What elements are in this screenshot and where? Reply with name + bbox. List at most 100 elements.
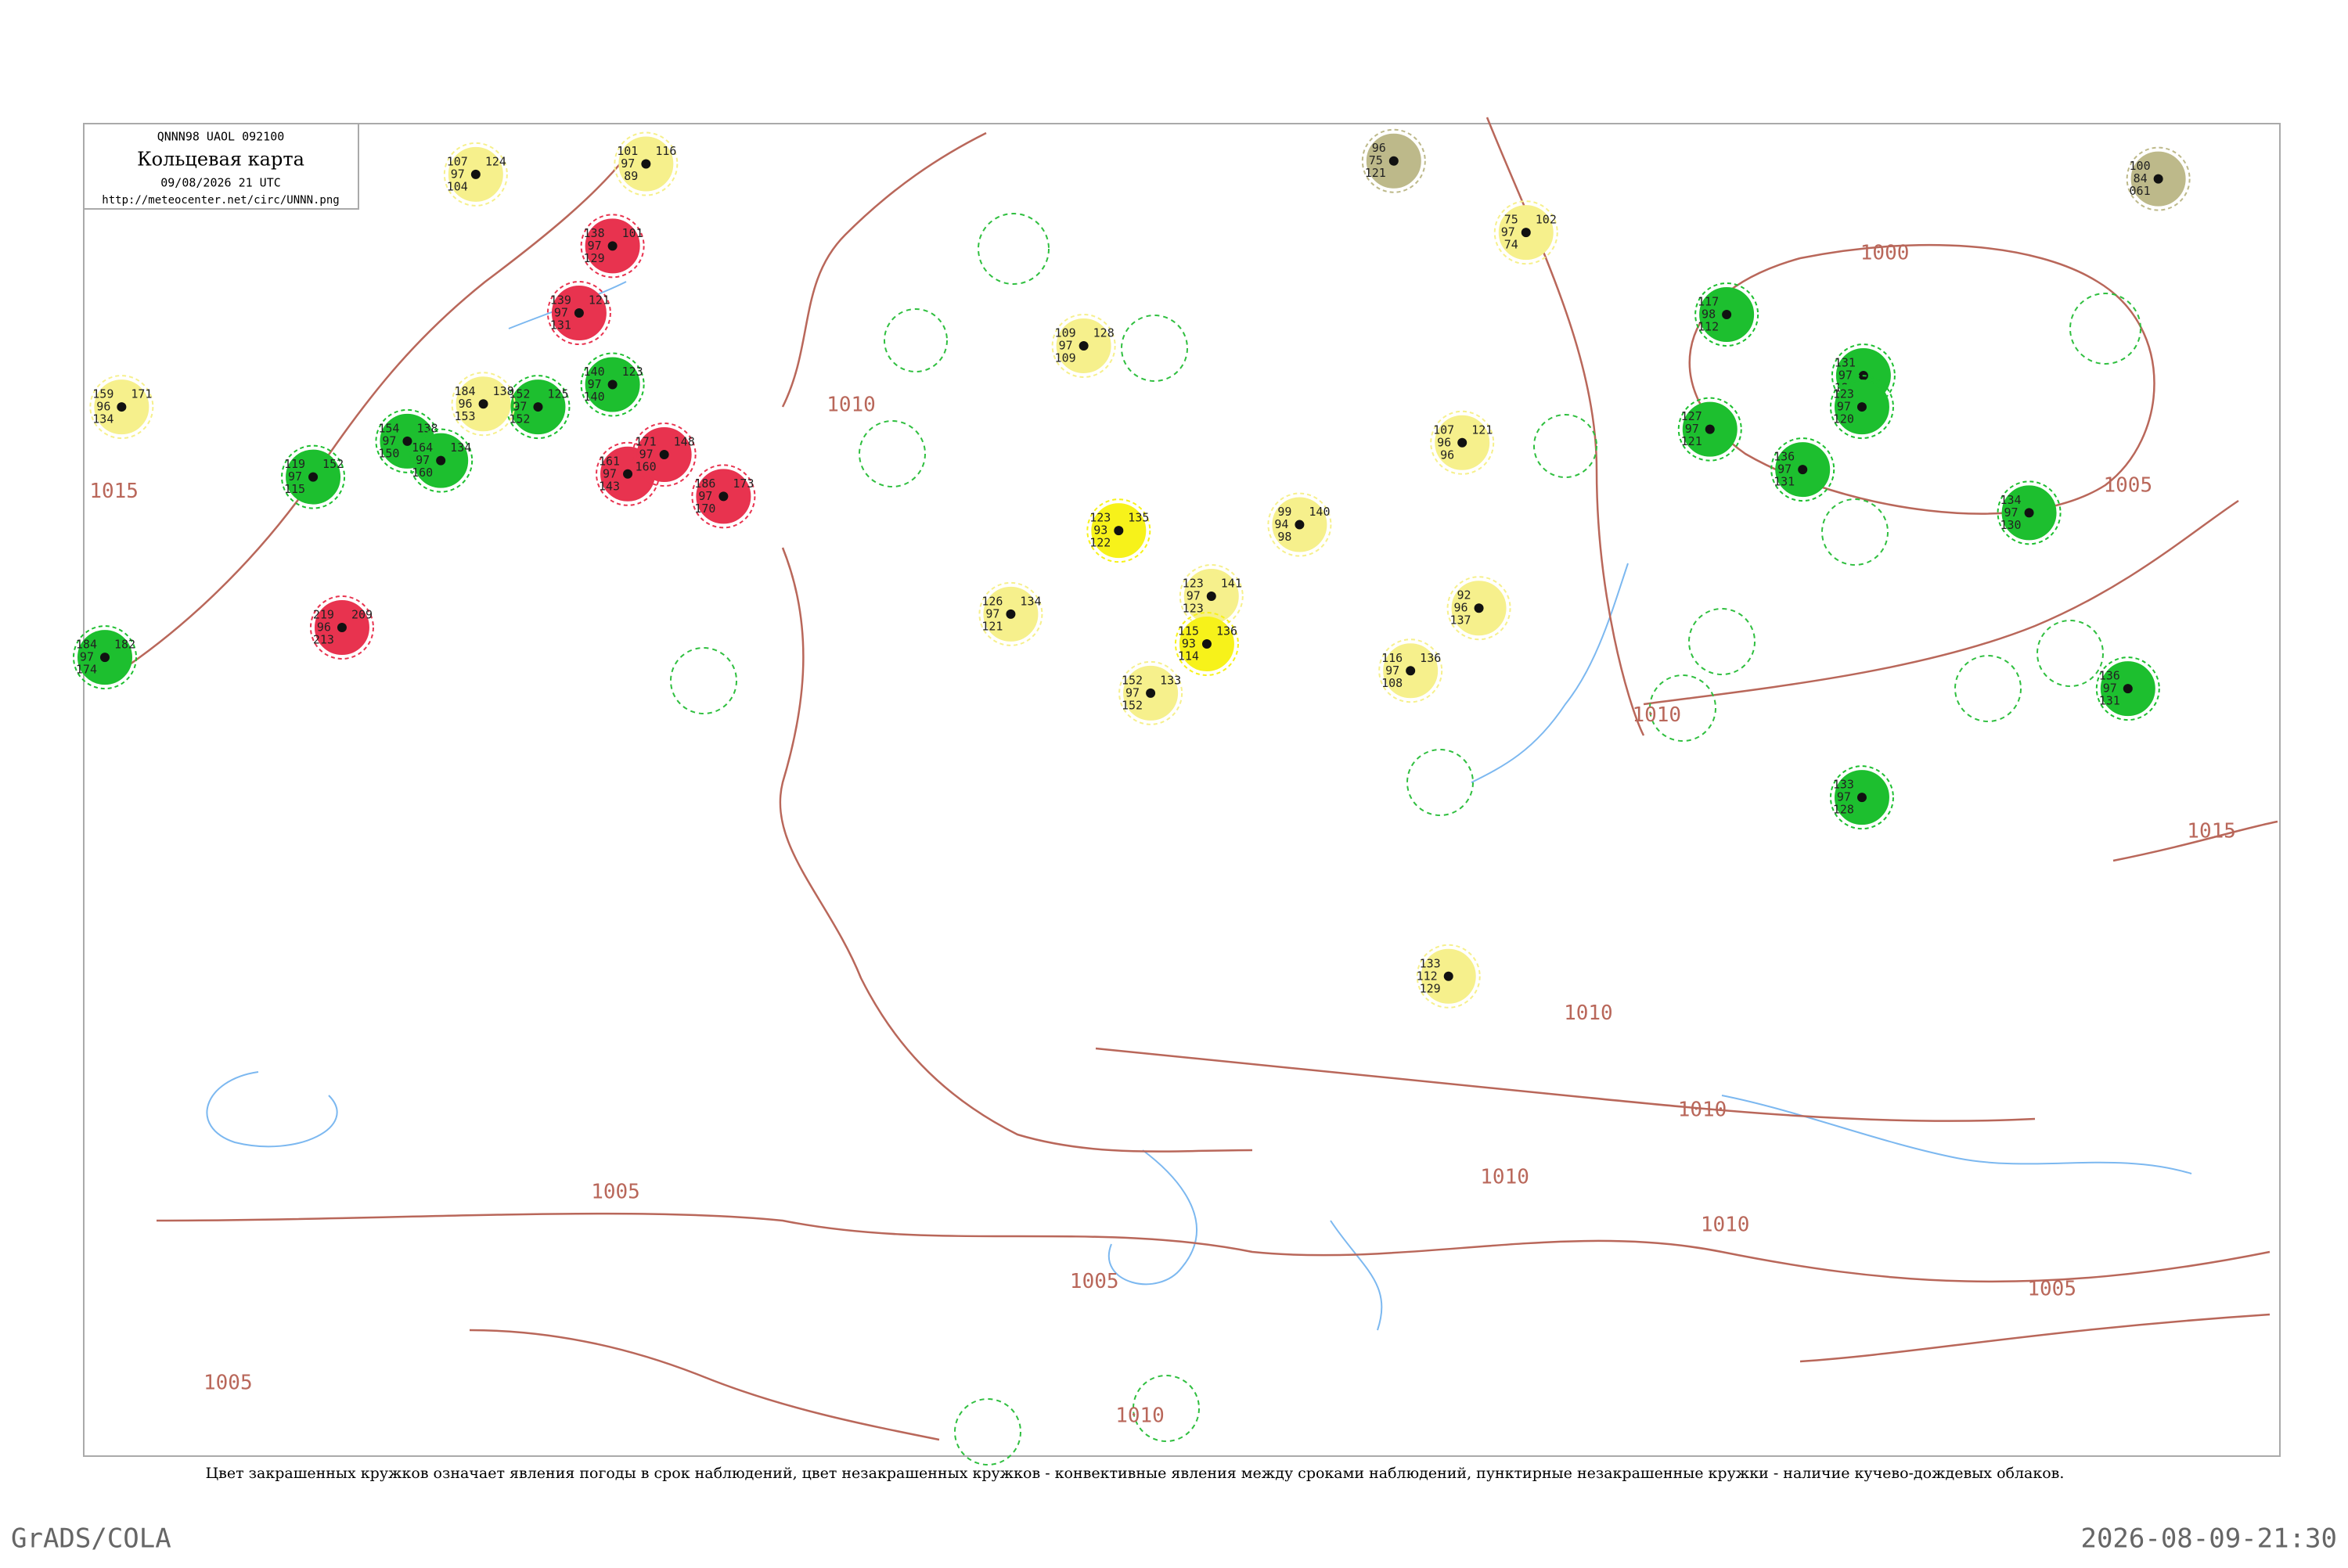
isobar-label: 1005 (2027, 1277, 2076, 1300)
station-ring (1997, 480, 2062, 545)
station-dot (1295, 520, 1305, 530)
station-value: 97 (588, 377, 602, 391)
station-value: 97 (2103, 682, 2117, 696)
station-value: 97 (1385, 664, 1399, 678)
station-value: 89 (624, 169, 638, 183)
station-ring (1677, 397, 1742, 462)
station-value: 124 (485, 154, 506, 168)
station-ring (89, 375, 154, 440)
station-ring (580, 352, 645, 417)
station-value: 131 (2099, 694, 2120, 708)
station-dot (533, 402, 543, 412)
station-value: 171 (131, 387, 152, 401)
station-ring (1267, 492, 1332, 557)
isobar-label: 1010 (1701, 1213, 1750, 1236)
station-value: 96 (1437, 435, 1451, 449)
footer-right: 2026-08-09-21:30 (2080, 1523, 2337, 1555)
station-value: 133 (1160, 673, 1181, 687)
station-value: 159 (92, 387, 113, 401)
station-value: 173 (733, 477, 754, 491)
station-value: 127 (1681, 409, 1702, 423)
station-value: 97 (2004, 505, 2018, 520)
station-value: 97 (1777, 462, 1792, 477)
station-value: 061 (2130, 184, 2151, 198)
caption: Цвет закрашенных кружков означает явлени… (206, 1465, 2065, 1482)
station-dot (1474, 603, 1484, 613)
station-ring (1493, 200, 1558, 265)
isobar-label: 1010 (1480, 1165, 1529, 1189)
station-dot (1388, 156, 1399, 166)
header-title: Кольцевая карта (137, 149, 304, 171)
station-value: 96 (1454, 601, 1468, 615)
station-value: 97 (588, 239, 602, 253)
station-ring (1831, 343, 1896, 408)
station-value: 122 (1089, 536, 1111, 550)
station-dot (2153, 174, 2163, 184)
isobar-label: 1015 (2187, 819, 2236, 843)
station-value: 115 (284, 482, 305, 496)
station-dot (1722, 309, 1732, 319)
station-value: 121 (981, 619, 1003, 633)
station-value: 97 (1501, 225, 1515, 239)
station-value: 108 (1381, 676, 1403, 690)
station-value: 75 (1504, 213, 1518, 227)
station-value: 128 (1093, 325, 1115, 340)
footer-left: GrADS/COLA (11, 1523, 171, 1555)
station-dot (436, 455, 446, 466)
station-ring (451, 372, 516, 437)
station-dot (2123, 684, 2133, 694)
station-value: 116 (1381, 651, 1403, 665)
station-dot (1705, 424, 1715, 434)
isobar-label: 1010 (1678, 1099, 1727, 1122)
station-value: 123 (1183, 602, 1204, 616)
station-value: 136 (2099, 669, 2120, 683)
station-value: 138 (493, 384, 514, 398)
station-value: 138 (416, 421, 438, 435)
isobar-label: 1005 (2103, 474, 2152, 498)
station-value: 140 (1309, 505, 1330, 519)
station-dot (478, 399, 488, 409)
station-value: 84 (2134, 171, 2148, 185)
station-ring (1118, 660, 1183, 725)
station-value: 136 (1216, 624, 1237, 638)
station-value: 97 (603, 466, 617, 480)
station-ring (1770, 437, 1835, 502)
station-value: 120 (1833, 412, 1854, 426)
station-value: 109 (1055, 351, 1076, 365)
station-value: 131 (1835, 356, 1856, 370)
header-time: 09/08/2026 21 UTC (160, 176, 281, 190)
isobar-label: 1010 (1115, 1404, 1165, 1427)
header-url: http://meteocenter.net/circ/UNNN.png (102, 194, 339, 207)
station-value: 136 (1420, 651, 1441, 665)
station-value: 97 (985, 606, 999, 620)
station-value: 97 (621, 156, 635, 171)
station-dot (1006, 609, 1016, 619)
station-value: 131 (1774, 475, 1795, 489)
isobar-label: 1000 (1860, 241, 1910, 264)
station-value: 213 (313, 633, 334, 647)
station-ring (580, 214, 645, 279)
station-ring (309, 595, 374, 660)
station-ring (409, 428, 474, 493)
station-value: 134 (450, 441, 471, 455)
station-value: 101 (622, 226, 643, 240)
station-value: 152 (509, 412, 530, 426)
